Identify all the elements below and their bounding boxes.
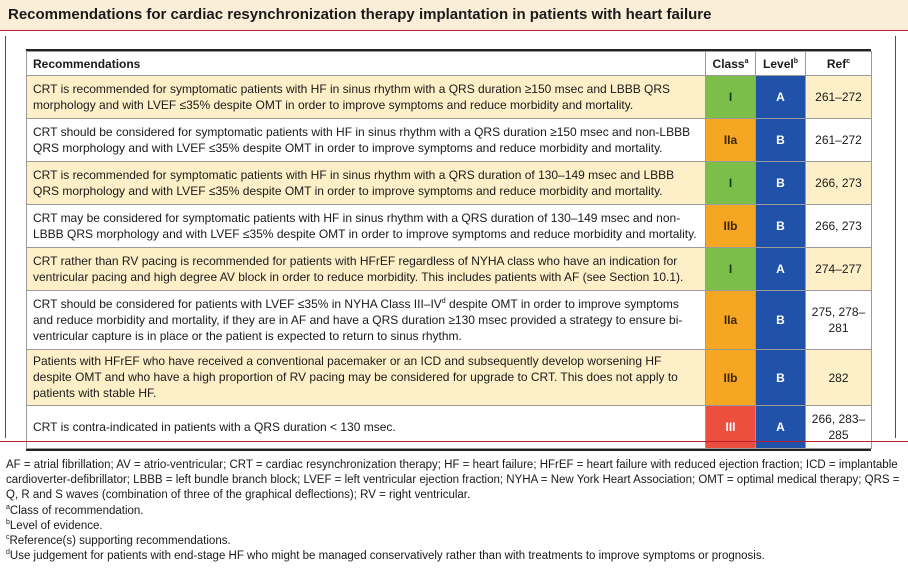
table-header-row: Recommendations Classa Levelb Refc (26, 51, 872, 76)
footnote-mark: a (6, 503, 10, 511)
right-border-rule (895, 36, 896, 438)
footnote-b: bLevel of evidence. (6, 519, 901, 534)
footnote-mark: c (6, 534, 10, 542)
header-ref-label: Ref (826, 56, 847, 71)
header-ref-footnote: c (846, 57, 851, 65)
level-badge: B (755, 204, 806, 248)
header-level-footnote: b (793, 57, 798, 65)
footnote-mark: d (6, 549, 10, 557)
level-badge: A (755, 405, 806, 449)
level-badge: B (755, 290, 806, 350)
footnote-text: Level of evidence. (9, 519, 103, 532)
header-recommendations: Recommendations (26, 51, 706, 76)
reference-cell: 266, 283–285 (805, 405, 872, 449)
level-badge: A (755, 247, 806, 291)
footnote-c: cReference(s) supporting recommendations… (6, 534, 901, 549)
table-row: CRT rather than RV pacing is recommended… (26, 247, 872, 291)
recommendations-table: Recommendations Classa Levelb Refc CRT i… (26, 51, 872, 449)
class-badge: I (705, 161, 756, 205)
class-badge: IIb (705, 204, 756, 248)
reference-cell: 266, 273 (805, 204, 872, 248)
recommendation-text: CRT rather than RV pacing is recommended… (26, 247, 706, 291)
header-recommendations-label: Recommendations (33, 56, 141, 71)
footnote-text: Use judgement for patients with end-stag… (9, 550, 765, 563)
abbreviations-note: AF = atrial fibrillation; AV = atrio-ven… (6, 459, 900, 502)
reference-cell: 261–272 (805, 75, 872, 119)
header-class-footnote: a (744, 57, 749, 65)
table-row: CRT is recommended for symptomatic patie… (26, 75, 872, 119)
footnotes: AF = atrial fibrillation; AV = atrio-ven… (6, 458, 901, 564)
footnote-d: dUse judgement for patients with end-sta… (6, 549, 901, 564)
recommendation-text: Patients with HFrEF who have received a … (26, 349, 706, 406)
header-class-label: Class (712, 56, 745, 71)
footnote-a: aClass of recommendation. (6, 504, 901, 519)
recommendation-text: CRT should be considered for symptomatic… (26, 118, 706, 162)
recommendation-text: CRT should be considered for patients wi… (26, 290, 706, 350)
left-border-rule (5, 36, 6, 438)
class-badge: IIa (705, 290, 756, 350)
header-ref: Refc (805, 51, 872, 76)
class-badge: III (705, 405, 756, 449)
reference-cell: 274–277 (805, 247, 872, 291)
recommendation-footnote-mark: d (441, 297, 446, 305)
footnote-divider (0, 441, 908, 442)
title-divider (0, 30, 908, 31)
reference-cell: 282 (805, 349, 872, 406)
level-badge: A (755, 75, 806, 119)
recommendation-text-part: despite OMT in order to improve symptoms… (33, 296, 683, 343)
class-badge: I (705, 75, 756, 119)
header-level-label: Level (763, 56, 794, 71)
level-badge: B (755, 349, 806, 406)
recommendation-text: CRT is recommended for symptomatic patie… (26, 161, 706, 205)
table-row: CRT may be considered for symptomatic pa… (26, 204, 872, 248)
class-badge: I (705, 247, 756, 291)
reference-cell: 275, 278–281 (805, 290, 872, 350)
recommendations-table-wrapper: Recommendations Classa Levelb Refc CRT i… (26, 49, 872, 451)
footnote-text: Reference(s) supporting recommendations. (9, 535, 231, 548)
table-row: CRT should be considered for patients wi… (26, 290, 872, 350)
reference-cell: 266, 273 (805, 161, 872, 205)
footnote-text: Class of recommendation. (9, 504, 144, 517)
recommendation-text: CRT is recommended for symptomatic patie… (26, 75, 706, 119)
header-level: Levelb (755, 51, 806, 76)
reference-cell: 261–272 (805, 118, 872, 162)
level-badge: B (755, 161, 806, 205)
page-title: Recommendations for cardiac resynchroniz… (0, 0, 908, 30)
table-row: CRT is contra-indicated in patients with… (26, 405, 872, 449)
footnote-mark: b (6, 518, 10, 526)
class-badge: IIb (705, 349, 756, 406)
table-row: CRT should be considered for symptomatic… (26, 118, 872, 162)
table-row: Patients with HFrEF who have received a … (26, 349, 872, 406)
recommendation-text: CRT is contra-indicated in patients with… (26, 405, 706, 449)
class-badge: IIa (705, 118, 756, 162)
recommendation-text-part: CRT should be considered for patients wi… (33, 296, 442, 311)
level-badge: B (755, 118, 806, 162)
recommendation-text: CRT may be considered for symptomatic pa… (26, 204, 706, 248)
header-class: Classa (705, 51, 756, 76)
table-row: CRT is recommended for symptomatic patie… (26, 161, 872, 205)
